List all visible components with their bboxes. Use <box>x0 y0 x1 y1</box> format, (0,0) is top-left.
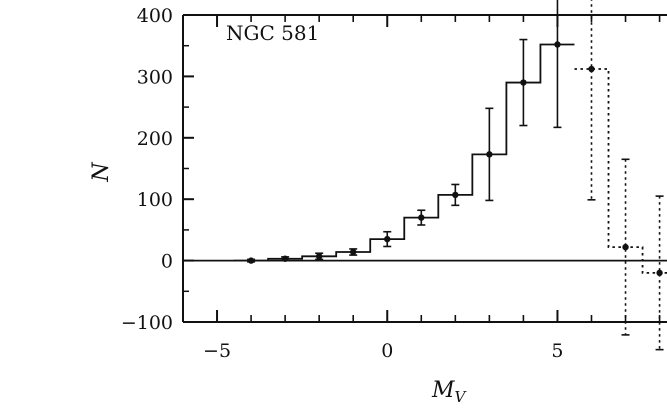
data-point <box>622 243 629 251</box>
y-tick-label: 0 <box>161 251 173 273</box>
x-tick-label: 0 <box>381 340 393 362</box>
x-tick-label: −5 <box>203 340 231 362</box>
data-point <box>452 191 459 199</box>
x-axis-label: MV <box>431 378 468 406</box>
data-point <box>247 257 255 264</box>
data-point <box>520 79 527 86</box>
data-point <box>418 214 425 221</box>
y-tick-label: −100 <box>121 312 173 334</box>
data-point <box>315 253 323 260</box>
histogram-dotted <box>574 68 667 274</box>
data-point <box>281 255 289 262</box>
x-tick-label: 5 <box>551 340 563 362</box>
histogram-solid <box>234 43 575 262</box>
data-point <box>656 269 663 277</box>
x-axis-label-subscript: V <box>455 388 468 406</box>
data-point <box>486 151 493 158</box>
data-point <box>384 235 391 243</box>
y-tick-label: 200 <box>137 128 173 150</box>
data-point <box>350 248 357 256</box>
y-axis-label: N <box>89 162 114 183</box>
data-point <box>554 41 561 48</box>
chart-title: NGC 581 <box>226 21 319 45</box>
y-tick-label: 400 <box>137 5 173 27</box>
data-point <box>588 65 595 73</box>
y-tick-label: 300 <box>137 66 173 88</box>
y-tick-label: 100 <box>137 189 173 211</box>
